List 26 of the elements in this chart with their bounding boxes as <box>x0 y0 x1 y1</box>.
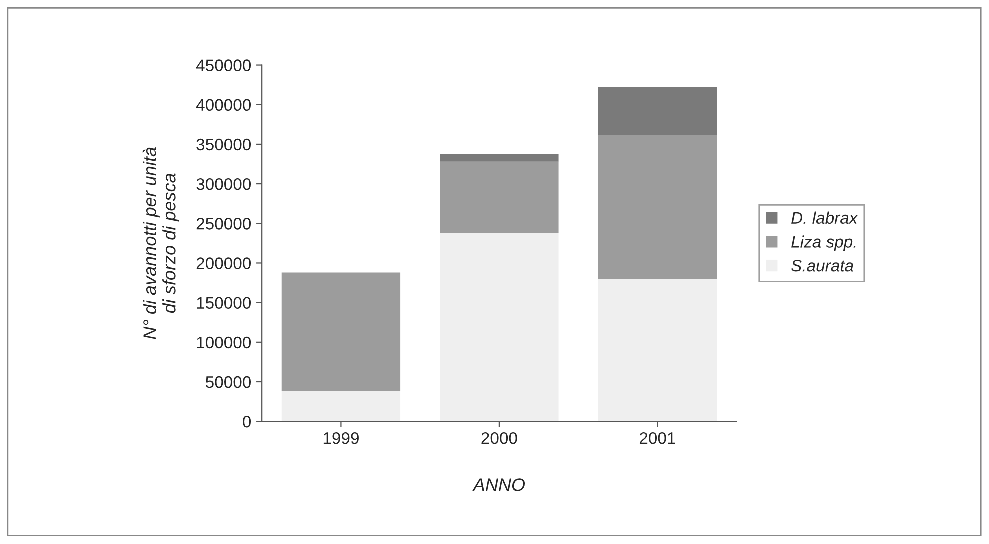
legend-label: S.aurata <box>792 260 854 272</box>
y-axis-title: N° di avannotti per unità di sforzo di pesca <box>142 148 180 340</box>
x-axis-title: ANNO <box>472 478 526 492</box>
bar <box>282 392 401 422</box>
bar <box>282 272 401 392</box>
x-tick-label: 2001 <box>640 432 676 444</box>
y-tick-label: 300000 <box>196 178 252 190</box>
bar <box>440 162 559 234</box>
x-tick-label: 2000 <box>482 432 518 444</box>
bar <box>440 233 559 422</box>
y-tick-label: 250000 <box>196 218 252 230</box>
y-tick-label: 150000 <box>197 297 252 310</box>
y-tick-label: 100000 <box>197 336 252 349</box>
bar <box>598 279 718 422</box>
y-tick-label: 400000 <box>196 99 252 112</box>
bar <box>598 134 718 280</box>
bar <box>598 87 718 135</box>
legend-label: Liza spp. <box>792 236 856 252</box>
y-tick-label: 450000 <box>196 60 252 72</box>
bar <box>440 154 559 162</box>
y-tick-label: 200000 <box>196 258 252 270</box>
legend-label: D. labrax <box>792 212 858 224</box>
x-tick-label: 1999 <box>324 432 359 444</box>
y-tick-label: 0 <box>243 416 252 428</box>
y-tick-label: 50000 <box>206 376 252 388</box>
y-tick-label: 350000 <box>196 138 252 151</box>
